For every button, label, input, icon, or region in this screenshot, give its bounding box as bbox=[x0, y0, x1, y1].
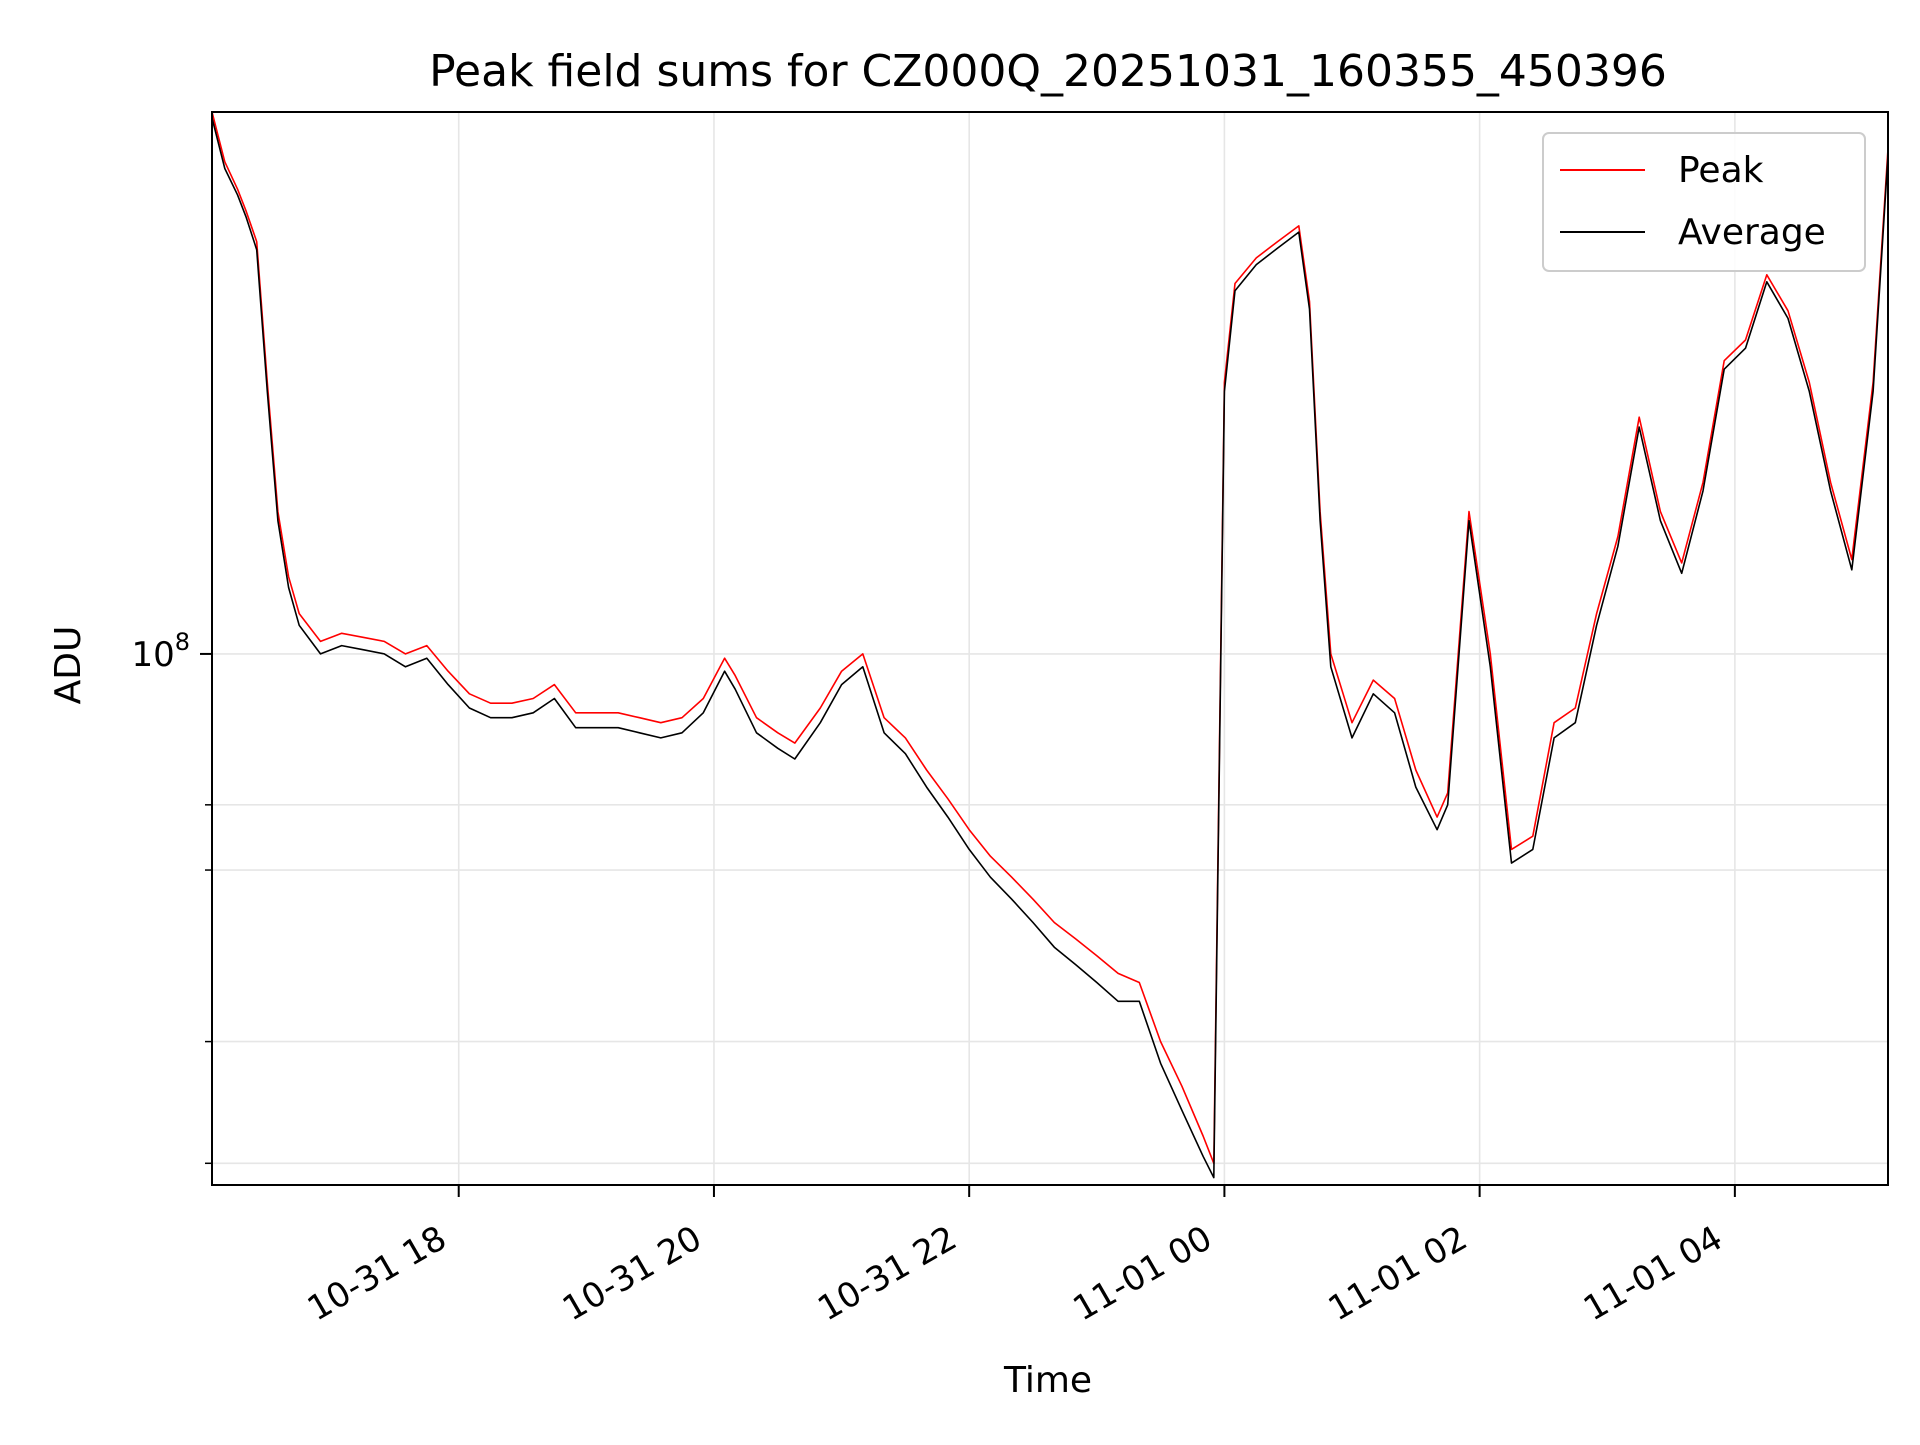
legend: Peak Average bbox=[1542, 132, 1866, 272]
series-lines bbox=[211, 111, 1889, 1179]
y-tick-label-exponent: 8 bbox=[175, 628, 190, 656]
grid-lines bbox=[212, 112, 1888, 1185]
y-axis-label: ADU bbox=[48, 626, 89, 705]
series-line-average bbox=[211, 117, 1889, 1179]
chart-title: Peak field sums for CZ000Q_20251031_1603… bbox=[429, 46, 1667, 97]
y-tick-label: 108 bbox=[131, 628, 190, 675]
plot-area-frame bbox=[211, 111, 1889, 1186]
x-axis-label: Time bbox=[1003, 1360, 1092, 1401]
legend-label-average: Average bbox=[1678, 212, 1826, 253]
series-line-peak bbox=[211, 111, 1889, 1165]
y-tick-label-base: 10 bbox=[131, 635, 174, 675]
legend-box bbox=[1542, 132, 1866, 272]
legend-label-peak: Peak bbox=[1678, 150, 1764, 191]
